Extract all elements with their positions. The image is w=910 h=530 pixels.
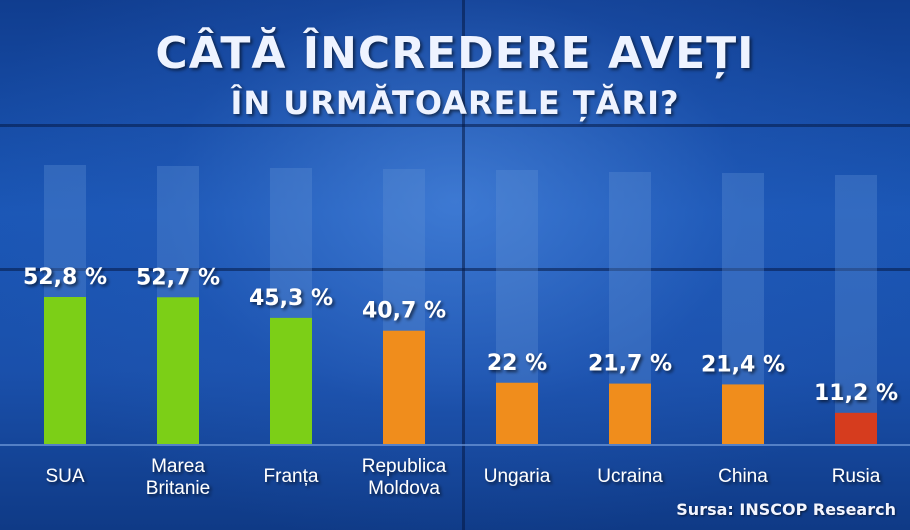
- chart-subtitle: ÎN URMĂTOARELE ȚĂRI?: [230, 84, 680, 122]
- bar-republica-moldova: [383, 330, 425, 444]
- bar-sua: [44, 297, 86, 444]
- category-label: Franța: [264, 466, 319, 487]
- screen-seam-horizontal-middle: [0, 268, 910, 271]
- bar-rusia: [835, 412, 877, 444]
- screen-seam-vertical: [462, 0, 465, 530]
- category-label: SUA: [45, 466, 84, 487]
- category-label: Rusia: [832, 466, 881, 487]
- value-label: 45,3 %: [249, 286, 333, 311]
- bar-ungaria: [496, 382, 538, 444]
- category-label: Ucraina: [597, 466, 663, 487]
- value-label: 52,8 %: [23, 265, 107, 290]
- category-label: China: [718, 466, 768, 487]
- bar-franța: [270, 317, 312, 444]
- bar-china: [722, 384, 764, 444]
- source-credit: Sursa: INSCOP Research: [676, 500, 896, 519]
- category-label: Republica Moldova: [362, 456, 447, 499]
- value-label: 21,7 %: [588, 352, 672, 377]
- bar-track: [835, 175, 877, 444]
- value-label: 40,7 %: [362, 299, 446, 324]
- category-label: Marea Britanie: [146, 456, 210, 499]
- bar-ucraina: [609, 383, 651, 444]
- category-label: Ungaria: [484, 466, 551, 487]
- chart-title: CÂTĂ ÎNCREDERE AVEȚI: [155, 28, 755, 79]
- baseline: [0, 444, 910, 446]
- value-label: 21,4 %: [701, 352, 785, 377]
- screen-seam-horizontal-top: [0, 124, 910, 127]
- value-label: 22 %: [487, 351, 547, 376]
- value-label: 11,2 %: [814, 381, 898, 406]
- bar-marea-britanie: [157, 297, 199, 444]
- value-label: 52,7 %: [136, 265, 220, 290]
